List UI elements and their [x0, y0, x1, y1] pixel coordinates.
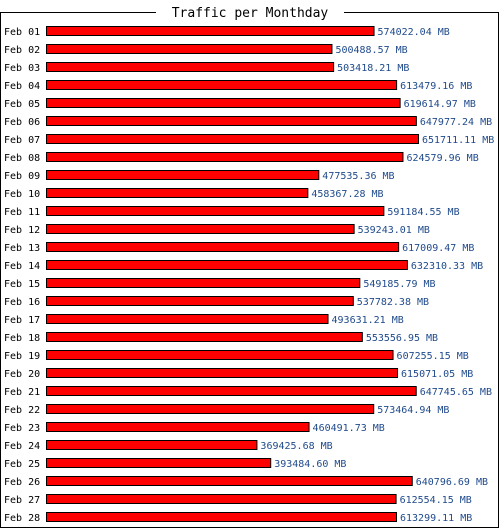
value-label: 651711.11 MB [422, 135, 494, 146]
category-label: Feb 06 [4, 117, 40, 128]
traffic-bar [46, 206, 385, 216]
category-label: Feb 03 [4, 63, 40, 74]
category-label: Feb 22 [4, 405, 40, 416]
value-label: 477535.36 MB [322, 171, 394, 182]
category-label: Feb 09 [4, 171, 40, 182]
category-label: Feb 27 [4, 495, 40, 506]
traffic-bar [46, 44, 333, 54]
value-label: 617009.47 MB [402, 243, 474, 254]
category-label: Feb 15 [4, 279, 40, 290]
traffic-bar [46, 512, 398, 522]
traffic-bar [46, 188, 309, 198]
category-label: Feb 24 [4, 441, 40, 452]
category-label: Feb 20 [4, 369, 40, 380]
value-label: 640796.69 MB [416, 477, 488, 488]
value-label: 458367.28 MB [311, 189, 383, 200]
category-label: Feb 26 [4, 477, 40, 488]
traffic-bar [46, 152, 404, 162]
category-label: Feb 28 [4, 513, 40, 524]
value-label: 619614.97 MB [404, 99, 476, 110]
traffic-bar [46, 458, 272, 468]
traffic-bar [46, 368, 399, 378]
value-label: 632310.33 MB [411, 261, 483, 272]
traffic-bar [46, 278, 361, 288]
category-label: Feb 04 [4, 81, 40, 92]
value-label: 393484.60 MB [274, 459, 346, 470]
value-label: 549185.79 MB [363, 279, 435, 290]
value-label: 369425.68 MB [260, 441, 332, 452]
category-label: Feb 07 [4, 135, 40, 146]
traffic-bar [46, 296, 354, 306]
category-label: Feb 05 [4, 99, 40, 110]
traffic-bar [46, 476, 413, 486]
traffic-bar [46, 224, 355, 234]
value-label: 573464.94 MB [377, 405, 449, 416]
value-label: 607255.15 MB [397, 351, 469, 362]
traffic-bar [46, 116, 417, 126]
traffic-bar [46, 440, 258, 450]
category-label: Feb 08 [4, 153, 40, 164]
traffic-bar [46, 314, 329, 324]
value-label: 539243.01 MB [358, 225, 430, 236]
value-label: 647977.24 MB [420, 117, 492, 128]
value-label: 574022.04 MB [378, 27, 450, 38]
value-label: 647745.65 MB [420, 387, 492, 398]
category-label: Feb 02 [4, 45, 40, 56]
category-label: Feb 11 [4, 207, 40, 218]
traffic-bar [46, 26, 375, 36]
traffic-bar [46, 98, 401, 108]
traffic-bar [46, 422, 310, 432]
traffic-bar [46, 350, 394, 360]
bar-rows: Feb 01 574022.04 MB Feb 02 500488.57 MB Feb … [4, 26, 494, 524]
traffic-bar [46, 62, 335, 72]
traffic-bar [46, 170, 320, 180]
value-label: 503418.21 MB [337, 63, 409, 74]
category-label: Feb 21 [4, 387, 40, 398]
category-label: Feb 19 [4, 351, 40, 362]
chart-title-background [156, 5, 344, 21]
value-label: 591184.55 MB [387, 207, 459, 218]
category-label: Feb 12 [4, 225, 40, 236]
category-label: Feb 17 [4, 315, 40, 326]
value-label: 613479.16 MB [400, 81, 472, 92]
value-label: 612554.15 MB [400, 495, 472, 506]
category-label: Feb 13 [4, 243, 40, 254]
category-label: Feb 14 [4, 261, 40, 272]
value-label: 624579.96 MB [406, 153, 478, 164]
traffic-bar [46, 494, 397, 504]
traffic-bar [46, 332, 363, 342]
value-label: 615071.05 MB [401, 369, 473, 380]
category-label: Feb 23 [4, 423, 40, 434]
category-label: Feb 25 [4, 459, 40, 470]
category-label: Feb 01 [4, 27, 40, 38]
value-label: 537782.38 MB [357, 297, 429, 308]
category-label: Feb 18 [4, 333, 40, 344]
value-label: 493631.21 MB [332, 315, 404, 326]
category-label: Feb 10 [4, 189, 40, 200]
traffic-bar [46, 242, 400, 252]
traffic-bar [46, 386, 417, 396]
value-label: 553556.95 MB [366, 333, 438, 344]
traffic-bar [46, 260, 408, 270]
chart-title: Traffic per Monthday [172, 6, 329, 21]
value-label: 500488.57 MB [335, 45, 407, 56]
traffic-bar [46, 80, 398, 90]
traffic-bar [46, 404, 375, 414]
traffic-bar [46, 134, 419, 144]
value-label: 460491.73 MB [313, 423, 385, 434]
category-label: Feb 16 [4, 297, 40, 308]
value-label: 613299.11 MB [400, 513, 472, 524]
